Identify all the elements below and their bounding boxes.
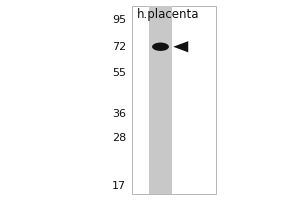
Text: 28: 28: [112, 133, 126, 143]
Text: 55: 55: [112, 68, 126, 78]
Text: 72: 72: [112, 42, 126, 52]
Bar: [149, 6, 172, 194]
Ellipse shape: [152, 43, 169, 51]
Polygon shape: [173, 41, 188, 52]
Bar: [132, 6, 216, 194]
Text: 36: 36: [112, 109, 126, 119]
Text: 95: 95: [112, 15, 126, 25]
Text: h.placenta: h.placenta: [137, 8, 199, 21]
Text: 17: 17: [112, 181, 126, 191]
